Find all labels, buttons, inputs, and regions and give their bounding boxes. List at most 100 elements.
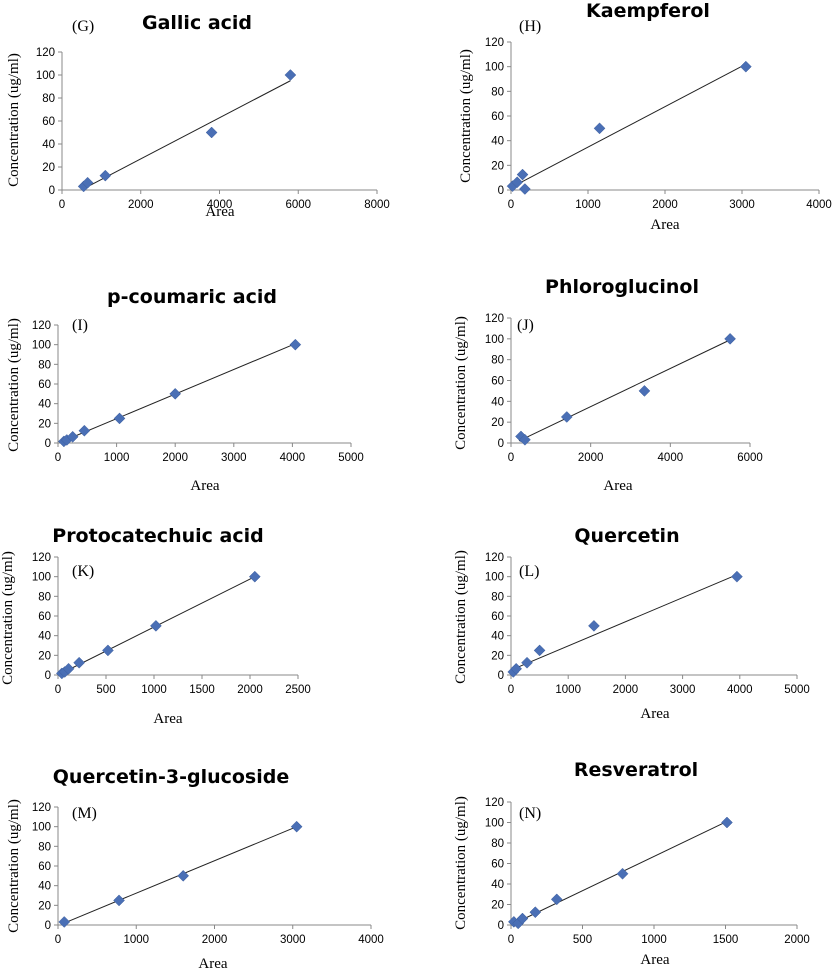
panel-label: (L) (519, 563, 539, 580)
y-tick-label: 80 (38, 359, 51, 371)
x-tick-label: 0 (508, 684, 514, 696)
y-tick-label: 100 (485, 62, 504, 74)
y-tick-label: 60 (38, 861, 51, 873)
data-point (519, 183, 531, 195)
y-tick-label: 100 (32, 572, 51, 584)
y-tick-label: 20 (491, 900, 504, 912)
chart-title: Phloroglucinol (545, 276, 699, 298)
y-axis-label: Concentration (ug/ml) (6, 53, 22, 187)
y-tick-label: 100 (485, 334, 504, 346)
x-tick-label: 2000 (784, 934, 810, 946)
y-tick-label: 100 (32, 822, 51, 834)
y-tick-label: 120 (36, 47, 55, 59)
y-tick-label: 0 (498, 185, 504, 197)
y-tick-label: 120 (32, 802, 51, 814)
y-tick-label: 120 (485, 313, 504, 325)
trendline (510, 63, 747, 188)
x-axis-label: Area (205, 204, 234, 220)
x-tick-label: 0 (55, 934, 61, 946)
panel-label: (J) (517, 317, 534, 334)
y-tick-label: 20 (42, 162, 55, 174)
y-tick-label: 40 (38, 631, 51, 643)
x-tick-label: 2000 (578, 452, 604, 464)
y-tick-label: 0 (498, 438, 504, 450)
data-point (724, 332, 736, 345)
y-tick-label: 20 (38, 418, 51, 430)
x-axis-label: Area (640, 706, 669, 722)
x-axis-label: Area (650, 217, 679, 233)
x-tick-label: 1500 (189, 684, 215, 696)
x-axis-label: Area (198, 956, 227, 969)
chart-title: p-coumaric acid (107, 286, 277, 308)
data-point (66, 430, 79, 443)
data-point (169, 387, 182, 400)
data-point (721, 816, 733, 829)
trendline (518, 339, 731, 442)
chart-panel-1: 0 20 40 60 80 100 120 0 1000 2000 3000 4000 Kaempfer… (458, 0, 832, 233)
panel-label: (N) (519, 805, 541, 822)
y-tick-label: 60 (491, 376, 504, 388)
x-tick-label: 2000 (652, 199, 678, 211)
y-tick-label: 80 (491, 838, 504, 850)
data-point (284, 69, 297, 81)
y-tick-label: 0 (498, 920, 504, 932)
trendline (85, 80, 291, 189)
x-tick-label: 4000 (280, 452, 306, 464)
y-tick-label: 60 (42, 116, 55, 128)
chart-panel-3: 0 20 40 60 80 100 120 0 2000 4000 6000 Phloroglucin… (453, 276, 763, 494)
x-tick-label: 4000 (727, 684, 753, 696)
y-axis-label: Concentration (ug/ml) (6, 318, 22, 452)
y-tick-label: 120 (485, 797, 504, 809)
data-point (81, 176, 94, 189)
y-tick-label: 40 (491, 631, 504, 643)
y-axis-label: Concentration (ug/ml) (6, 799, 22, 933)
x-tick-label: 2500 (285, 684, 311, 696)
x-tick-label: 8000 (364, 199, 390, 211)
data-point (510, 662, 523, 675)
data-point (78, 424, 91, 437)
x-tick-label: 6000 (737, 452, 763, 464)
chart-panel-4: 0 20 40 60 80 100 120 0 500 1000 1500 2000 2500 Proto… (0, 525, 311, 727)
x-tick-label: 2000 (162, 452, 188, 464)
y-tick-label: 40 (38, 881, 51, 893)
chart-title: Kaempferol (586, 0, 710, 22)
chart-panel-0: 0 20 40 60 80 100 120 0 2000 4000 6000 8000 Gallic a… (6, 12, 390, 220)
y-tick-label: 40 (42, 139, 55, 151)
x-tick-label: 4000 (358, 934, 384, 946)
y-tick-label: 100 (36, 70, 55, 82)
x-axis-label: Area (190, 478, 219, 494)
x-axis-label: Area (603, 478, 632, 494)
panel-label: (I) (72, 317, 88, 334)
data-point (289, 338, 302, 351)
y-tick-label: 80 (491, 86, 504, 98)
data-point (73, 656, 85, 669)
y-tick-label: 0 (45, 438, 51, 450)
y-tick-label: 60 (491, 111, 504, 123)
x-tick-label: 2000 (237, 684, 263, 696)
data-point (521, 656, 533, 669)
chart-title: Gallic acid (142, 12, 252, 34)
y-tick-label: 100 (32, 340, 51, 352)
y-tick-label: 40 (491, 396, 504, 408)
x-tick-label: 1000 (123, 934, 149, 946)
data-point (550, 893, 563, 906)
data-point (113, 412, 126, 425)
y-tick-label: 80 (38, 841, 51, 853)
y-tick-label: 60 (491, 611, 504, 623)
x-tick-label: 2000 (202, 934, 228, 946)
data-point (113, 894, 125, 907)
y-tick-label: 120 (32, 552, 51, 564)
x-tick-label: 0 (59, 199, 65, 211)
y-tick-label: 100 (485, 572, 504, 584)
data-point (519, 433, 531, 446)
trendline (510, 574, 738, 671)
x-tick-label: 3000 (670, 684, 696, 696)
y-axis-label: Concentration (ug/ml) (0, 551, 16, 685)
chart-panel-7: 0 20 40 60 80 100 120 0 500 1000 1500 2000 Resveratr… (453, 759, 810, 968)
x-tick-label: 500 (96, 684, 115, 696)
data-point (99, 169, 112, 182)
y-tick-label: 20 (491, 160, 504, 172)
y-tick-label: 20 (491, 417, 504, 429)
y-tick-label: 0 (45, 670, 51, 682)
